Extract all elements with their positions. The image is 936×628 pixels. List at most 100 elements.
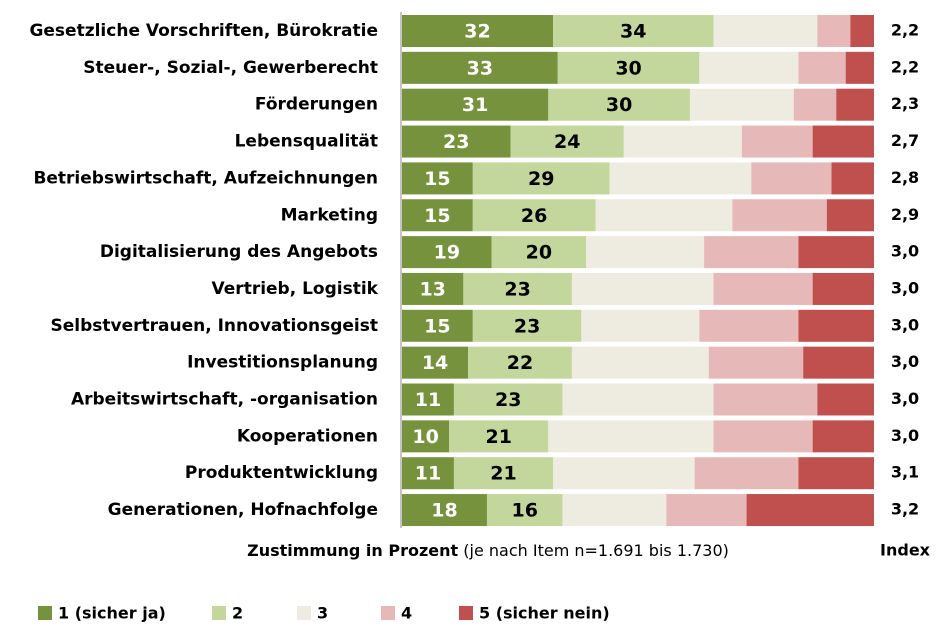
bar-segment xyxy=(402,88,549,121)
bar-segment xyxy=(666,494,747,527)
index-label: 2,3 xyxy=(891,94,919,113)
bar-segment xyxy=(623,125,742,158)
bar-segment xyxy=(491,236,587,269)
data-label: 21 xyxy=(490,463,516,485)
bar-segment xyxy=(472,309,582,342)
data-label: 32 xyxy=(464,21,490,43)
bar-segment xyxy=(402,383,454,416)
legend-label: 5 (sicher nein) xyxy=(479,604,610,623)
legend-swatch xyxy=(381,606,395,620)
bar-segment xyxy=(402,162,473,195)
bar-segment xyxy=(798,457,874,490)
data-label: 23 xyxy=(514,315,540,337)
category-label: Arbeitswirtschaft, -organisation xyxy=(71,390,378,410)
data-label: 19 xyxy=(434,242,460,264)
bar-segment xyxy=(850,15,874,47)
bar-segment xyxy=(732,199,827,232)
data-label: 26 xyxy=(521,205,547,227)
index-label: 3,0 xyxy=(891,315,919,334)
category-label: Vertrieb, Logistik xyxy=(212,279,379,299)
bar-segment xyxy=(402,199,473,232)
bar-segment xyxy=(708,346,804,379)
data-label: 30 xyxy=(606,94,632,116)
bar-segment xyxy=(463,272,572,305)
data-label: 33 xyxy=(467,57,493,79)
data-label: 11 xyxy=(415,463,441,485)
bar-segment xyxy=(510,125,624,158)
bar-segment xyxy=(449,420,549,453)
category-label: Selbstvertrauen, Innovationsgeist xyxy=(51,316,379,336)
bar-segment xyxy=(562,383,714,416)
data-label: 14 xyxy=(422,352,448,374)
category-label: Digitalisierung des Angebots xyxy=(100,242,378,262)
bar-segment xyxy=(402,51,558,84)
bar-segment xyxy=(845,51,874,84)
bar-segment xyxy=(694,457,799,490)
category-label: Steuer-, Sozial-, Gewerberecht xyxy=(83,58,378,78)
index-header: Index xyxy=(880,541,931,560)
bar-segment xyxy=(699,51,799,84)
bar-segment xyxy=(581,309,700,342)
legend-label: 4 xyxy=(401,604,412,623)
bar-segment xyxy=(713,420,813,453)
bar-segment xyxy=(548,420,714,453)
bar-segment xyxy=(812,272,874,305)
data-label: 23 xyxy=(443,131,469,153)
x-axis-title: Zustimmung in Prozent xyxy=(247,541,458,560)
bar-segment xyxy=(826,199,874,232)
index-label: 3,0 xyxy=(891,278,919,297)
bar-segment xyxy=(472,162,610,195)
category-label: Marketing xyxy=(281,205,378,225)
x-axis-note: (je nach Item n=1.691 bis 1.730) xyxy=(463,541,729,560)
bar-segment xyxy=(817,15,851,47)
data-label: 15 xyxy=(424,168,450,190)
category-label: Betriebswirtschaft, Aufzeichnungen xyxy=(33,168,378,188)
bar-segment xyxy=(751,162,832,195)
bar-segment xyxy=(817,383,874,416)
legend-label: 1 (sicher ja) xyxy=(58,604,166,623)
category-label: Investitionsplanung xyxy=(187,353,378,373)
legend-swatch xyxy=(212,606,226,620)
bar-segment xyxy=(689,88,794,121)
index-label: 3,2 xyxy=(891,500,919,519)
category-label: Förderungen xyxy=(255,95,378,115)
bar-segment xyxy=(793,88,837,121)
category-label: Lebensqualität xyxy=(235,132,378,152)
legend-swatch xyxy=(459,606,473,620)
bar-segment xyxy=(699,309,799,342)
data-label: 11 xyxy=(415,389,441,411)
bar-segment xyxy=(453,457,554,490)
bar-segment xyxy=(553,15,714,47)
bar-segment xyxy=(831,162,874,195)
bar-segment xyxy=(803,346,874,379)
data-label: 30 xyxy=(615,57,641,79)
bar-segment xyxy=(713,383,818,416)
bar-segment xyxy=(402,236,492,269)
data-label: 16 xyxy=(511,500,537,522)
index-label: 2,8 xyxy=(891,168,919,187)
index-label: 2,9 xyxy=(891,205,919,224)
data-label: 13 xyxy=(419,278,445,300)
index-label: 2,2 xyxy=(891,57,919,76)
bar-segment xyxy=(609,162,752,195)
data-label: 23 xyxy=(504,278,530,300)
category-label: Produktentwicklung xyxy=(185,463,378,483)
bar-segment xyxy=(595,199,733,232)
index-label: 2,2 xyxy=(891,21,919,40)
legend-label: 3 xyxy=(317,604,328,623)
legend-swatch xyxy=(297,606,311,620)
index-label: 3,0 xyxy=(891,389,919,408)
bar-segment xyxy=(586,236,705,269)
bar-segment xyxy=(402,457,454,490)
bar-segment xyxy=(836,88,874,121)
bar-segment xyxy=(402,309,473,342)
data-label: 18 xyxy=(431,500,457,522)
bar-segment xyxy=(468,346,572,379)
bar-segment xyxy=(746,494,874,527)
index-label: 3,0 xyxy=(891,352,919,371)
bar-segment xyxy=(704,236,799,269)
bar-segment xyxy=(713,272,813,305)
index-label: 2,7 xyxy=(891,131,919,150)
bar-segment xyxy=(713,15,818,47)
bar-segment xyxy=(402,420,450,453)
